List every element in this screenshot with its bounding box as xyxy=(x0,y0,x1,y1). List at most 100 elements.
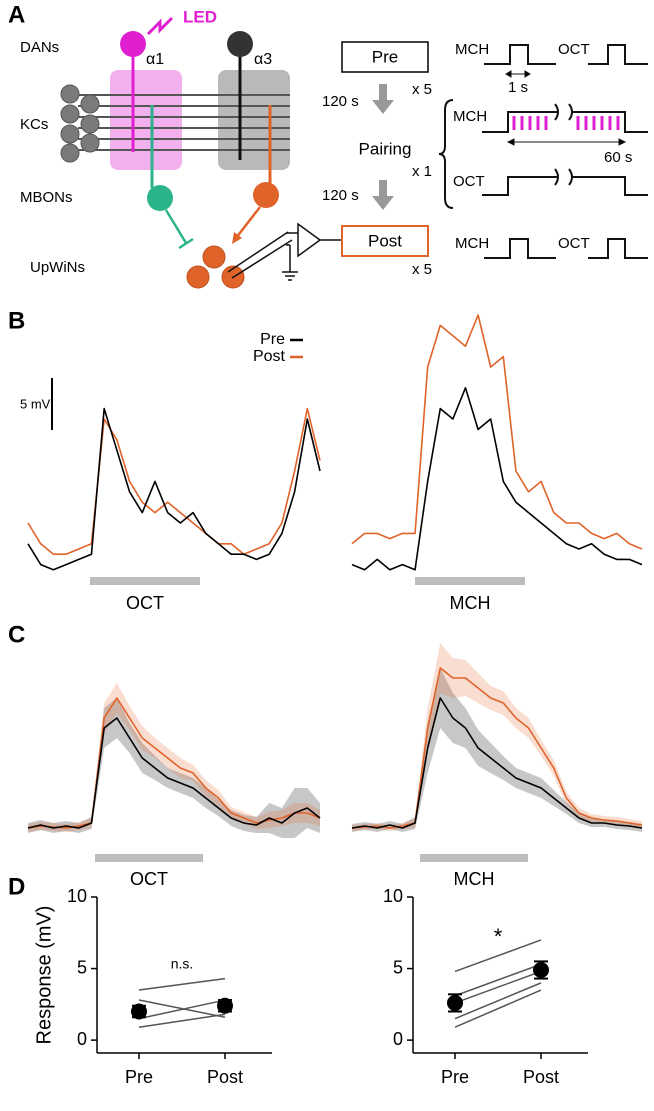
x-tick-label: Pre xyxy=(441,1067,469,1087)
arrow xyxy=(379,180,387,198)
odor-label: OCT xyxy=(453,173,485,190)
individual-line xyxy=(454,989,542,1028)
sem-band xyxy=(28,698,320,838)
mbon-soma xyxy=(253,182,279,208)
repeat-label: x 5 xyxy=(412,81,432,98)
dans-label: DANs xyxy=(20,39,59,56)
individual-line xyxy=(138,977,226,991)
panel-label: D xyxy=(8,873,25,900)
trace xyxy=(351,386,643,571)
mbon-axon xyxy=(164,209,188,244)
y-tick-label: 0 xyxy=(393,1029,403,1049)
individual-line xyxy=(454,970,542,1004)
kc-axons xyxy=(78,94,290,151)
individual-line xyxy=(138,999,226,1020)
odor-label: OCT xyxy=(558,235,590,252)
kc-somata xyxy=(60,84,100,163)
stimulus-bar xyxy=(95,854,203,862)
trace xyxy=(351,314,643,550)
y-tick-label: 5 xyxy=(393,957,403,977)
x-tick-label: Post xyxy=(207,1067,243,1087)
stimulus-label: MCH xyxy=(454,869,495,889)
y-tick-label: 5 xyxy=(77,957,87,977)
mean-point xyxy=(131,1003,147,1020)
sem-band xyxy=(28,683,320,832)
legend-label: Post xyxy=(253,348,286,365)
duration-label: 1 s xyxy=(508,79,528,96)
phase-label: Pairing xyxy=(359,139,412,158)
trace xyxy=(27,407,321,556)
electrode xyxy=(227,222,342,281)
led-label: LED xyxy=(183,7,217,26)
individual-line xyxy=(454,939,542,973)
circuit-diagram: LED DANs α1 α3 KCs MBONs UpWiNs xyxy=(20,7,342,289)
trace xyxy=(351,667,643,829)
repeat-label: x 1 xyxy=(412,163,432,180)
dan-soma xyxy=(227,31,253,57)
mbon-soma xyxy=(147,185,173,211)
x-tick-label: Pre xyxy=(125,1067,153,1087)
interval-label: 120 s xyxy=(322,93,359,110)
arrow xyxy=(372,100,394,114)
odor-label: OCT xyxy=(558,41,590,58)
upwin-somata xyxy=(186,245,245,289)
phase-label: Pre xyxy=(372,47,398,66)
kcs-label: KCs xyxy=(20,116,48,133)
arrow xyxy=(379,84,387,102)
compartment-label: α1 xyxy=(146,51,164,68)
odor-label: MCH xyxy=(455,235,489,252)
stimulus-bar xyxy=(420,854,528,862)
panel-label: B xyxy=(8,307,25,334)
post-box xyxy=(341,225,429,257)
stimulus-label: OCT xyxy=(126,593,164,613)
alpha1-compartment xyxy=(110,70,182,170)
x-tick-label: Post xyxy=(523,1067,559,1087)
scale-bar-label: 5 mV xyxy=(20,396,51,411)
excitatory-arrow xyxy=(232,232,242,244)
protocol: Pre x 5 120 s Pairing x 1 120 s Post x 5… xyxy=(322,41,648,278)
odor-label: MCH xyxy=(455,41,489,58)
trace xyxy=(351,697,643,829)
sem-band xyxy=(352,668,642,832)
led-flash xyxy=(146,16,174,36)
y-tick-label: 10 xyxy=(67,886,87,906)
interval-label: 120 s xyxy=(322,187,359,204)
light-pulses xyxy=(512,116,620,130)
individual-line xyxy=(454,963,542,997)
alpha3-compartment xyxy=(218,70,290,170)
panel-label: C xyxy=(8,621,25,648)
inhibitory-synapse xyxy=(178,237,194,250)
trace xyxy=(27,717,321,829)
stimulus-label: MCH xyxy=(450,593,491,613)
mbons-label: MBONs xyxy=(20,189,73,206)
trace xyxy=(27,407,321,571)
phase-label: Post xyxy=(368,231,402,250)
annotation: * xyxy=(494,924,503,949)
individual-line xyxy=(138,1013,226,1028)
mbon-axon xyxy=(235,206,261,239)
y-tick-label: 0 xyxy=(77,1029,87,1049)
individual-line xyxy=(454,982,542,1020)
stimulus-bar xyxy=(415,577,525,585)
y-axis-label: Response (mV) xyxy=(33,906,55,1045)
mean-point xyxy=(217,997,233,1014)
mean-point xyxy=(447,994,463,1011)
legend-label: Pre xyxy=(260,331,285,348)
pre-box xyxy=(341,41,429,73)
odor-steps xyxy=(438,44,648,259)
upwins-label: UpWiNs xyxy=(30,259,85,276)
mean-point xyxy=(533,961,549,978)
dan-soma xyxy=(120,31,146,57)
repeat-label: x 5 xyxy=(412,261,432,278)
y-tick-label: 10 xyxy=(383,886,403,906)
annotation: n.s. xyxy=(171,956,194,972)
duration-label: 60 s xyxy=(604,149,632,166)
stimulus-bar xyxy=(90,577,200,585)
duration-arrows xyxy=(505,70,627,146)
arrow xyxy=(372,196,394,210)
panel-label: A xyxy=(8,1,25,28)
odor-label: MCH xyxy=(453,108,487,125)
sem-band xyxy=(352,643,642,831)
compartment-label: α3 xyxy=(254,51,272,68)
